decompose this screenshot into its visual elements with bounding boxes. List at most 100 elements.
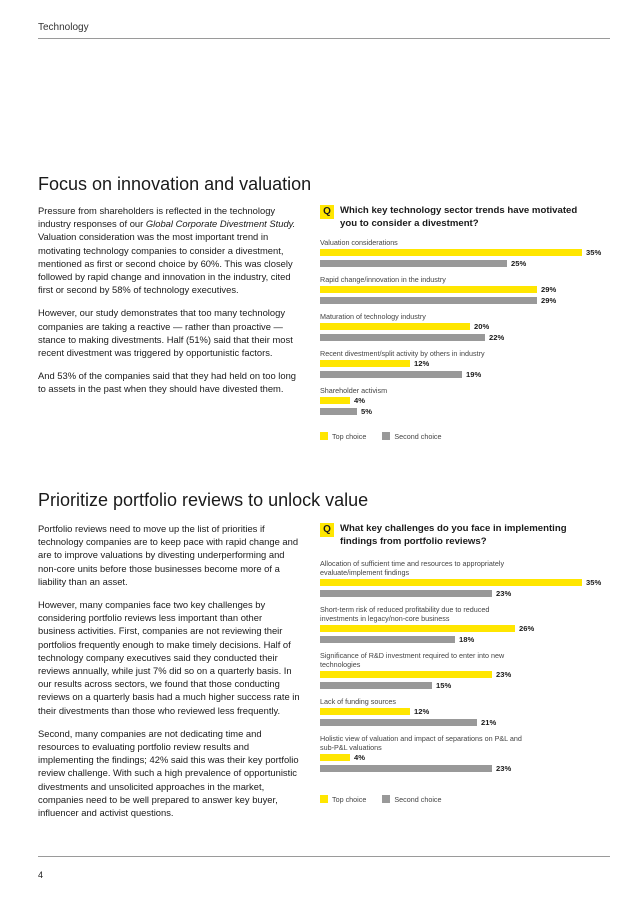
bar-row: 12% (320, 360, 610, 369)
bar-row: 21% (320, 719, 610, 728)
bar-value-label: 35% (586, 248, 602, 257)
bar-top-choice (320, 579, 582, 586)
chart-challenges: Allocation of sufficient time and resour… (320, 559, 610, 780)
bar-row: 12% (320, 708, 610, 717)
legend-item-top: Top choice (320, 795, 366, 804)
bar-top-choice (320, 625, 515, 632)
bar-value-label: 23% (496, 764, 512, 773)
bar-value-label: 18% (459, 635, 475, 644)
chart-category-group: Shareholder activism 4% 5% (320, 386, 610, 417)
bar-value-label: 25% (511, 259, 527, 268)
bar-row: 15% (320, 682, 610, 691)
category-label: Valuation considerations (320, 238, 398, 247)
bar-value-label: 5% (361, 407, 372, 416)
legend-item-top: Top choice (320, 432, 366, 441)
bar-row: 18% (320, 636, 610, 645)
chart-category-group: Maturation of technology industry 20% 22% (320, 312, 610, 343)
paragraph-text: Second, many companies are not dedicatin… (38, 727, 299, 819)
bar-value-label: 21% (481, 718, 497, 727)
question-text: What key challenges do you face in imple… (340, 523, 567, 547)
bar-second-choice (320, 260, 507, 267)
bar-value-label: 4% (354, 753, 365, 762)
footer-rule (38, 856, 610, 857)
legend-item-second: Second choice (382, 795, 442, 804)
section2-body: Portfolio reviews need to move up the li… (38, 522, 300, 829)
legend-swatch-top (320, 795, 328, 803)
bar-value-label: 23% (496, 589, 512, 598)
bar-value-label: 22% (489, 333, 505, 342)
chart-legend-trends: Top choice Second choice (320, 432, 456, 441)
bar-value-label: 20% (474, 322, 490, 331)
bar-value-label: 4% (354, 396, 365, 405)
chart-category-group: Recent divestment/split activity by othe… (320, 349, 610, 380)
bar-row: 20% (320, 323, 610, 332)
bar-top-choice (320, 671, 492, 678)
bar-row: 23% (320, 590, 610, 599)
bar-second-choice (320, 765, 492, 772)
question-text: Which key technology sector trends have … (340, 205, 578, 229)
paragraph-text: And 53% of the companies said that they … (38, 370, 296, 395)
legend-label-second: Second choice (394, 432, 442, 441)
chart-category-group: Holistic view of valuation and impact of… (320, 734, 610, 774)
category-label: Lack of funding sources (320, 697, 396, 706)
bar-row: 23% (320, 671, 610, 680)
bar-row: 35% (320, 249, 610, 258)
chart-category-group: Short-term risk of reduced profitability… (320, 605, 610, 645)
bar-row: 26% (320, 625, 610, 634)
bar-second-choice (320, 334, 485, 341)
bar-second-choice (320, 682, 432, 689)
section-title-innovation: Focus on innovation and valuation (38, 174, 312, 194)
body-paragraph: And 53% of the companies said that they … (38, 369, 300, 395)
category-label: Holistic view of valuation and impact of… (320, 734, 522, 752)
bar-row: 35% (320, 579, 610, 588)
bar-row: 25% (320, 260, 610, 269)
paragraph-text: However, many companies face two key cha… (38, 599, 300, 716)
section1-body: Pressure from shareholders is reflected … (38, 204, 300, 406)
bar-row: 4% (320, 397, 610, 406)
bar-row: 22% (320, 334, 610, 343)
bar-value-label: 35% (586, 578, 602, 587)
section-title-portfolio: Prioritize portfolio reviews to unlock v… (38, 490, 369, 510)
legend-swatch-top (320, 432, 328, 440)
legend-item-second: Second choice (382, 432, 442, 441)
paragraph-text: Valuation consideration was the most imp… (38, 231, 293, 296)
bar-top-choice (320, 286, 537, 293)
category-label: Allocation of sufficient time and resour… (320, 559, 505, 577)
chart-category-group: Valuation considerations 35% 25% (320, 238, 610, 269)
category-label: Shareholder activism (320, 386, 388, 395)
bar-value-label: 12% (414, 707, 430, 716)
category-label: Short-term risk of reduced profitability… (320, 605, 490, 623)
body-paragraph: Portfolio reviews need to move up the li… (38, 522, 300, 588)
chart-trends: Valuation considerations 35% 25% Rapid chan… (320, 238, 610, 423)
legend-swatch-second (382, 432, 391, 440)
bar-top-choice (320, 754, 350, 761)
bar-top-choice (320, 249, 582, 256)
category-label: Significance of R&D investment required … (320, 651, 505, 669)
bar-row: 4% (320, 754, 610, 763)
bar-value-label: 12% (414, 359, 430, 368)
bar-second-choice (320, 408, 357, 415)
bar-value-label: 29% (541, 285, 557, 294)
chart-category-group: Lack of funding sources 12% 21% (320, 697, 610, 728)
body-paragraph: Pressure from shareholders is reflected … (38, 204, 300, 296)
bar-second-choice (320, 636, 455, 643)
bar-value-label: 26% (519, 624, 535, 633)
bar-value-label: 23% (496, 670, 512, 679)
legend-label-top: Top choice (332, 432, 367, 441)
question-marker: Q (320, 205, 334, 219)
body-paragraph: However, many companies face two key cha… (38, 598, 300, 717)
bar-second-choice (320, 297, 537, 304)
header-rule (38, 38, 610, 39)
bar-row: 19% (320, 371, 610, 380)
question-marker: Q (320, 523, 334, 537)
bar-second-choice (320, 590, 492, 597)
bar-row: 5% (320, 408, 610, 417)
bar-value-label: 29% (541, 296, 557, 305)
bar-top-choice (320, 360, 410, 367)
bar-row: 23% (320, 765, 610, 774)
chart-category-group: Significance of R&D investment required … (320, 651, 610, 691)
chart-category-group: Allocation of sufficient time and resour… (320, 559, 610, 599)
bar-second-choice (320, 719, 477, 726)
body-paragraph: Second, many companies are not dedicatin… (38, 727, 300, 819)
category-label: Rapid change/innovation in the industry (320, 275, 446, 284)
